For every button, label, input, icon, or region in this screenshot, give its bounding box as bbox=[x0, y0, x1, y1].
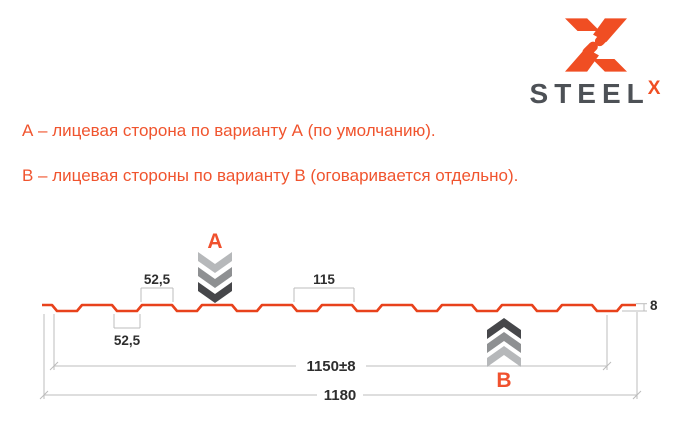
variant-a-label: А bbox=[207, 230, 222, 253]
sheet-profile-outline bbox=[42, 303, 636, 313]
dimension-bottom-flange: 52,5 bbox=[113, 314, 141, 348]
variant-a-chevrons-icon bbox=[198, 252, 232, 303]
variant-b-label: В bbox=[496, 369, 511, 392]
logo: STEELX bbox=[508, 14, 684, 108]
dimension-profile-height-value: 8 bbox=[650, 298, 658, 313]
chevron-up-dark bbox=[487, 318, 521, 339]
x-mark-center-link-lower bbox=[582, 41, 598, 58]
note-variant-b: В – лицевая стороны по варианту В (огова… bbox=[22, 166, 519, 185]
dimension-rib-pitch: 115 bbox=[293, 272, 355, 302]
chevron-down-light bbox=[198, 252, 232, 273]
dimension-profile-height: 8 bbox=[622, 298, 658, 313]
chevron-down-dark bbox=[198, 282, 232, 303]
extension-lines bbox=[43, 312, 638, 399]
brand-superscript-x: X bbox=[647, 78, 661, 99]
dimension-cover-width: 1150±8 bbox=[49, 358, 612, 375]
dimension-cover-width-value: 1150±8 bbox=[306, 358, 355, 375]
dimension-overall-width-value: 1180 bbox=[324, 387, 357, 404]
chevron-up-mid bbox=[487, 332, 521, 353]
dimension-overall-width: 1180 bbox=[39, 387, 642, 404]
dimension-bottom-flange-value: 52,5 bbox=[114, 333, 141, 348]
dimension-top-flange: 52,5 bbox=[140, 272, 174, 302]
chevron-down-mid bbox=[198, 267, 232, 288]
x-mark-center-link-upper bbox=[594, 30, 611, 47]
chevron-up-light bbox=[487, 346, 521, 367]
wordmark: STEELX bbox=[508, 78, 684, 109]
steelx-x-icon bbox=[565, 18, 627, 72]
x-mark-bottom-right-arm bbox=[592, 59, 627, 72]
brand-name: STEEL bbox=[529, 78, 650, 109]
dimension-top-flange-value: 52,5 bbox=[144, 272, 171, 287]
note-variant-a: А – лицевая сторона по варианту А (по ум… bbox=[22, 121, 436, 140]
x-mark-top-left-arm bbox=[565, 18, 600, 31]
variant-b-chevrons-icon bbox=[487, 318, 521, 367]
dimension-rib-pitch-value: 115 bbox=[313, 272, 335, 287]
